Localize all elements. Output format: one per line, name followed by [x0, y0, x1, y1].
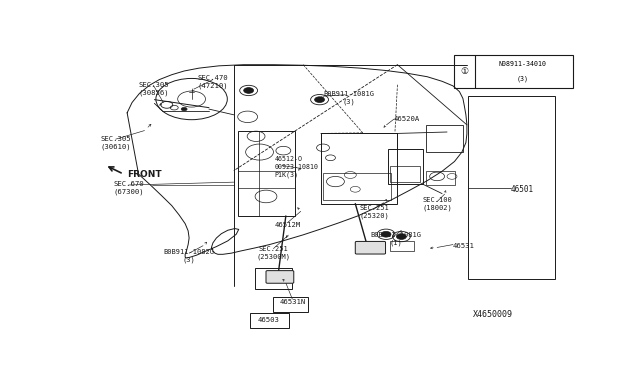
- Bar: [390, 241, 414, 251]
- Text: 46520A: 46520A: [394, 116, 420, 122]
- Text: N08911-34010: N08911-34010: [499, 61, 547, 67]
- Text: X4650009: X4650009: [472, 310, 513, 319]
- Bar: [273, 297, 308, 312]
- FancyBboxPatch shape: [266, 271, 294, 283]
- Circle shape: [181, 108, 187, 111]
- Bar: [323, 173, 392, 200]
- Circle shape: [381, 231, 391, 237]
- Text: 46531: 46531: [453, 243, 475, 249]
- Bar: [255, 268, 292, 289]
- Text: SEC.305
(30610): SEC.305 (30610): [100, 136, 131, 150]
- Text: 46531N: 46531N: [279, 299, 305, 305]
- Text: FRONT: FRONT: [127, 170, 163, 179]
- Text: B0B911-1081G
(3): B0B911-1081G (3): [324, 91, 375, 105]
- Text: ①: ①: [460, 67, 468, 76]
- Circle shape: [315, 97, 324, 103]
- Bar: [454, 55, 573, 88]
- Text: SEC.670
(67300): SEC.670 (67300): [113, 182, 144, 195]
- Text: (3): (3): [517, 76, 529, 82]
- Bar: [390, 166, 420, 182]
- Text: 46501: 46501: [511, 185, 534, 194]
- Bar: [237, 131, 295, 216]
- Text: 46503: 46503: [257, 317, 280, 323]
- Circle shape: [396, 234, 406, 240]
- Text: 46512M: 46512M: [274, 222, 300, 228]
- Text: SEC.100
(18002): SEC.100 (18002): [422, 198, 452, 211]
- Text: B0B911-1081G
(1): B0B911-1081G (1): [370, 232, 421, 246]
- Bar: [468, 96, 555, 279]
- Text: B0B911-1082G
(3): B0B911-1082G (3): [164, 249, 214, 263]
- Bar: [426, 125, 463, 152]
- Bar: [321, 134, 397, 203]
- Text: 46512-O
00923-10810
P1K(3): 46512-O 00923-10810 P1K(3): [275, 157, 319, 178]
- Bar: [426, 171, 455, 185]
- FancyBboxPatch shape: [355, 241, 385, 254]
- Text: SEC.470
(47210): SEC.470 (47210): [198, 76, 228, 89]
- Text: SEC.251
(25300M): SEC.251 (25300M): [257, 246, 291, 260]
- Bar: [250, 313, 289, 328]
- Bar: [388, 149, 423, 185]
- Text: SEC.251
(25320): SEC.251 (25320): [360, 205, 390, 219]
- Circle shape: [244, 87, 253, 93]
- Text: SEC.305
(30856): SEC.305 (30856): [138, 82, 169, 96]
